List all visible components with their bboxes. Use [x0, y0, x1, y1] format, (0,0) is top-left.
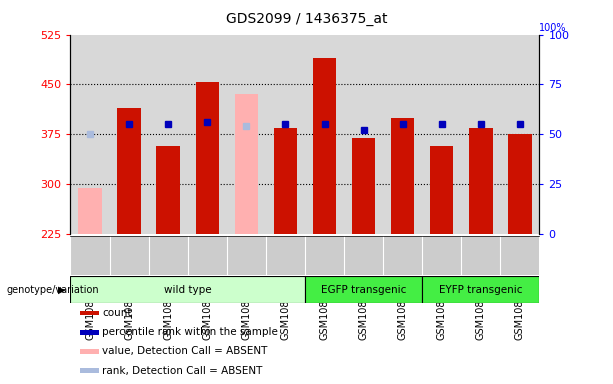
Bar	[78, 188, 102, 234]
Bar	[305, 276, 422, 303]
Bar	[80, 330, 99, 334]
Bar	[352, 138, 375, 234]
Text: GDS2099 / 1436375_at: GDS2099 / 1436375_at	[226, 12, 387, 25]
Text: 100%: 100%	[539, 23, 567, 33]
Bar	[274, 128, 297, 234]
Bar	[313, 58, 336, 234]
Text: value, Detection Call = ABSENT: value, Detection Call = ABSENT	[102, 346, 268, 356]
Text: ▶: ▶	[58, 285, 65, 295]
Text: EGFP transgenic: EGFP transgenic	[321, 285, 406, 295]
Bar	[422, 276, 539, 303]
Text: EYFP transgenic: EYFP transgenic	[439, 285, 522, 295]
Bar	[118, 108, 141, 234]
Text: genotype/variation: genotype/variation	[6, 285, 99, 295]
Bar	[80, 349, 99, 354]
Bar	[196, 83, 219, 234]
Bar	[156, 146, 180, 234]
Bar	[235, 94, 258, 234]
Bar	[80, 311, 99, 315]
Text: rank, Detection Call = ABSENT: rank, Detection Call = ABSENT	[102, 366, 263, 376]
Bar	[70, 276, 305, 303]
Bar	[469, 128, 493, 234]
Bar	[508, 134, 531, 234]
Text: count: count	[102, 308, 132, 318]
Bar	[391, 118, 414, 234]
Text: percentile rank within the sample: percentile rank within the sample	[102, 327, 278, 337]
Bar	[430, 146, 454, 234]
Bar	[80, 368, 99, 373]
Text: wild type: wild type	[164, 285, 211, 295]
